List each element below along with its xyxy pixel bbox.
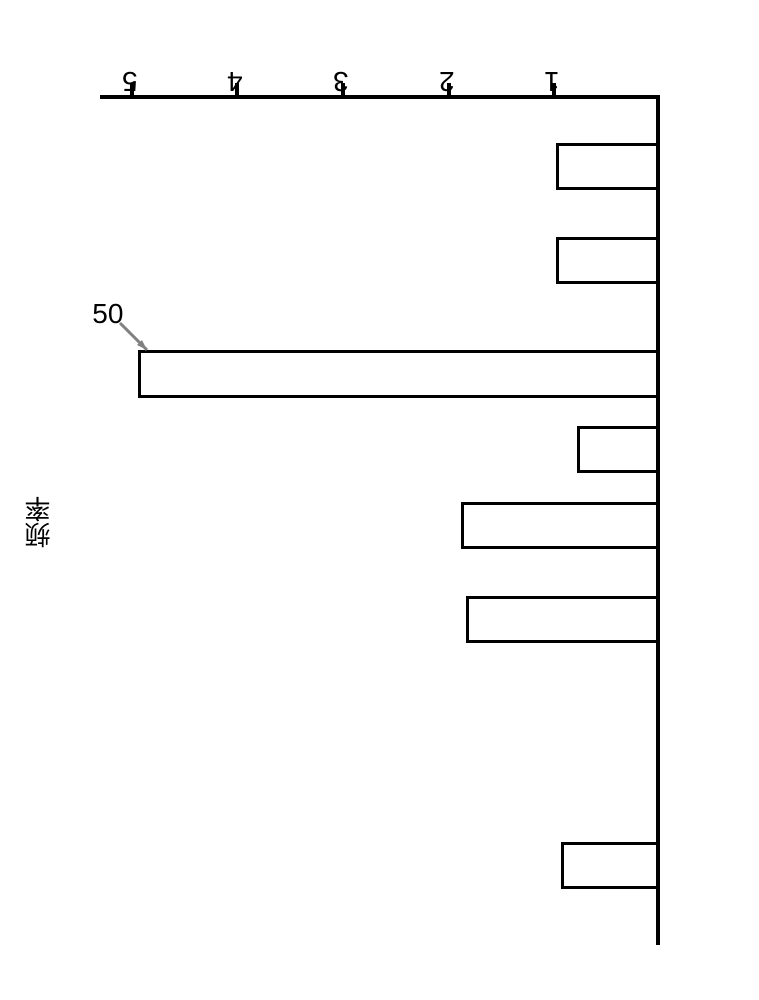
chart-bar bbox=[561, 842, 656, 889]
chart-bar bbox=[138, 350, 656, 397]
chart-bar bbox=[461, 502, 656, 549]
annotation-arrow-icon bbox=[112, 315, 162, 365]
chart-bar bbox=[466, 596, 656, 643]
chart-bar bbox=[556, 143, 656, 190]
y-tick-label: 2 bbox=[439, 65, 455, 97]
y-tick-label: 4 bbox=[227, 65, 243, 97]
y-tick-label: 1 bbox=[544, 65, 560, 97]
chart-bar bbox=[577, 426, 656, 473]
y-tick-label: 5 bbox=[122, 65, 138, 97]
y-tick-label: 3 bbox=[333, 65, 349, 97]
chart-bar bbox=[556, 237, 656, 284]
chart-area: 频率 肌肉收缩特征值 12345 50 bbox=[100, 95, 660, 945]
y-axis-label: 频率 bbox=[20, 496, 57, 548]
chart-container: 频率 肌肉收缩特征值 12345 50 bbox=[100, 50, 700, 950]
